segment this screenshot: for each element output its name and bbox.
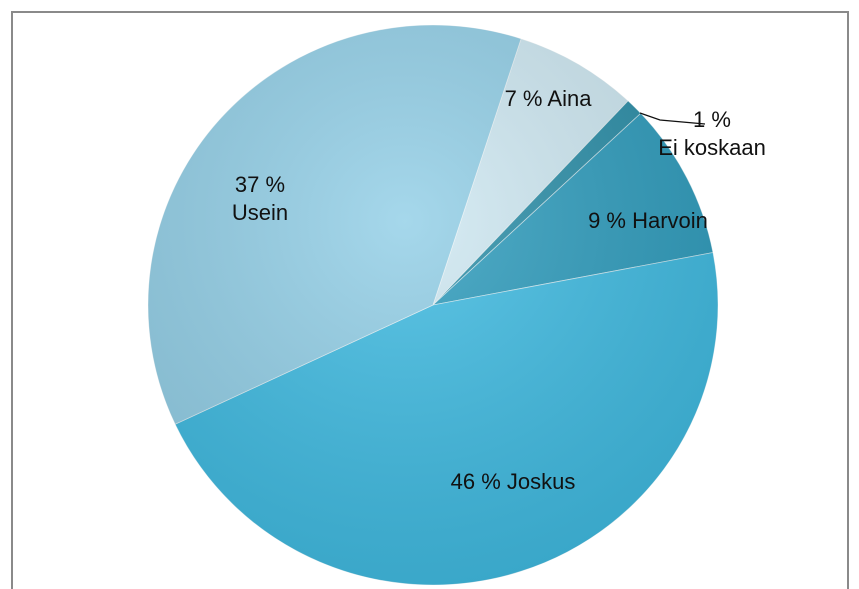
data-label: 46 % Joskus — [451, 469, 576, 494]
data-label: 37 % Usein — [232, 172, 288, 225]
pie — [147, 24, 719, 586]
data-label-category: Harvoin — [632, 208, 708, 233]
data-label-value: 37 % — [235, 172, 285, 197]
chart-frame — [11, 11, 849, 589]
leader-line — [639, 112, 706, 125]
data-labels: 7 % Aina 1 % Ei koskaan 9 % Harvoin 46 % Jos… — [232, 86, 766, 494]
data-label: 1 % Ei koskaan — [658, 107, 766, 160]
data-label: 7 % Aina — [505, 86, 593, 111]
data-label-category: Usein — [232, 200, 288, 225]
data-label-value: 46 % — [451, 469, 501, 494]
data-label-value: 1 % — [693, 107, 731, 132]
data-label-category: Ei koskaan — [658, 135, 766, 160]
data-label-value: 9 % — [588, 208, 626, 233]
data-label-category: Joskus — [507, 469, 575, 494]
data-label: 9 % Harvoin — [588, 208, 708, 233]
data-label-category: Aina — [547, 86, 592, 111]
data-label-value: 7 % — [505, 86, 543, 111]
